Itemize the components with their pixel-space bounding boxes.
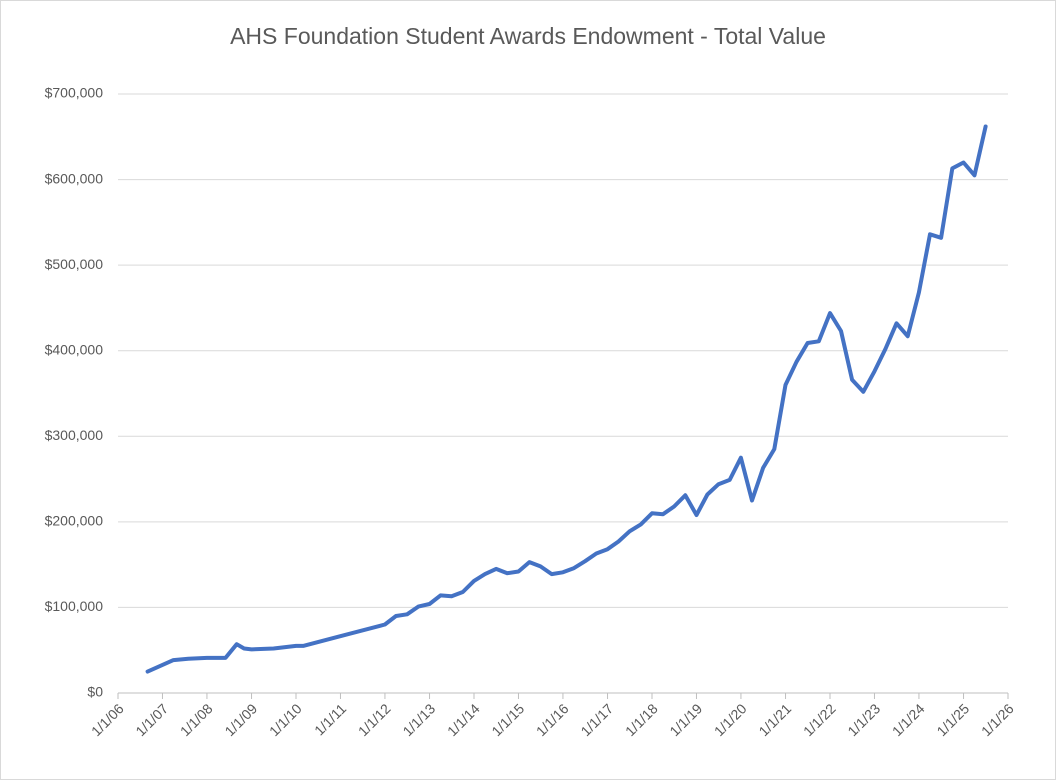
y-tick-label: $0 [87, 684, 103, 700]
y-tick-label: $600,000 [45, 170, 104, 186]
series-line [145, 124, 988, 674]
y-tick-label: $400,000 [45, 341, 104, 357]
y-tick-label: $300,000 [45, 427, 104, 443]
y-tick-label: $500,000 [45, 256, 104, 272]
y-tick-label: $200,000 [45, 513, 104, 529]
chart-title: AHS Foundation Student Awards Endowment … [230, 23, 826, 49]
y-tick-label: $100,000 [45, 598, 104, 614]
y-tick-label: $700,000 [45, 85, 104, 101]
